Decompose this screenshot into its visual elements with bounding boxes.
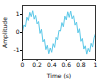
svg-text:1: 1 (94, 61, 98, 68)
svg-text:0.2: 0.2 (32, 61, 42, 68)
svg-text:1: 1 (16, 10, 20, 17)
svg-text:0.4: 0.4 (47, 61, 57, 68)
svg-text:Time (s): Time (s) (46, 72, 71, 79)
svg-text:0.8: 0.8 (76, 61, 86, 68)
svg-text:0.6: 0.6 (62, 61, 72, 68)
svg-text:Amplitude: Amplitude (1, 17, 9, 48)
svg-text:-1: -1 (14, 46, 20, 53)
svg-text:0: 0 (16, 28, 20, 35)
svg-text:0: 0 (21, 61, 25, 68)
